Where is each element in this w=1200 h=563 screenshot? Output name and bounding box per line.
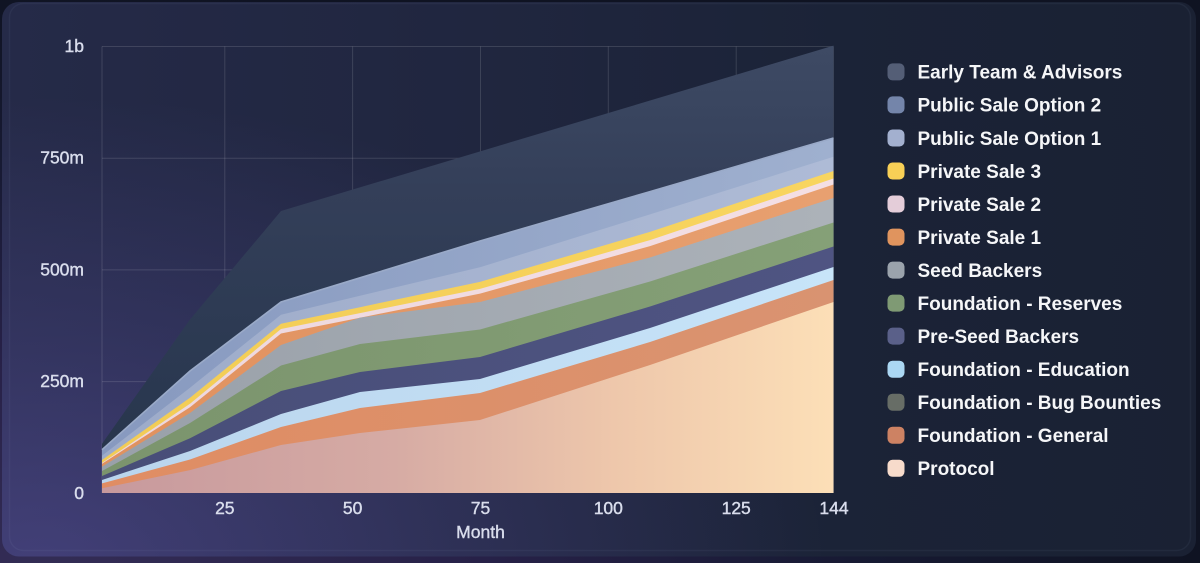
svg-text:Foundation - General: Foundation - General — [918, 426, 1109, 447]
svg-text:0: 0 — [74, 483, 84, 503]
svg-text:Foundation - Reserves: Foundation - Reserves — [918, 294, 1123, 315]
svg-text:750m: 750m — [40, 148, 84, 168]
svg-text:100: 100 — [594, 498, 623, 518]
svg-text:125: 125 — [722, 498, 751, 518]
svg-text:144: 144 — [819, 498, 848, 518]
svg-text:Month: Month — [456, 522, 505, 542]
svg-text:1b: 1b — [65, 36, 84, 56]
svg-text:50: 50 — [343, 498, 363, 518]
svg-text:Private Sale 3: Private Sale 3 — [918, 162, 1042, 183]
svg-text:Seed Backers: Seed Backers — [918, 261, 1043, 282]
svg-text:Protocol: Protocol — [918, 459, 995, 480]
svg-text:Early Team & Advisors: Early Team & Advisors — [918, 63, 1123, 84]
svg-text:Foundation - Education: Foundation - Education — [918, 360, 1130, 381]
svg-text:Public Sale Option 1: Public Sale Option 1 — [918, 129, 1102, 150]
svg-text:75: 75 — [471, 498, 490, 518]
svg-text:Pre-Seed Backers: Pre-Seed Backers — [918, 327, 1080, 348]
svg-text:Foundation - Bug Bounties: Foundation - Bug Bounties — [918, 393, 1162, 414]
svg-text:25: 25 — [215, 498, 234, 518]
svg-text:Public Sale Option 2: Public Sale Option 2 — [918, 96, 1102, 117]
svg-text:250m: 250m — [40, 371, 84, 391]
svg-text:Private Sale 1: Private Sale 1 — [918, 228, 1042, 249]
svg-text:500m: 500m — [40, 259, 84, 279]
svg-text:Private Sale 2: Private Sale 2 — [918, 195, 1042, 216]
